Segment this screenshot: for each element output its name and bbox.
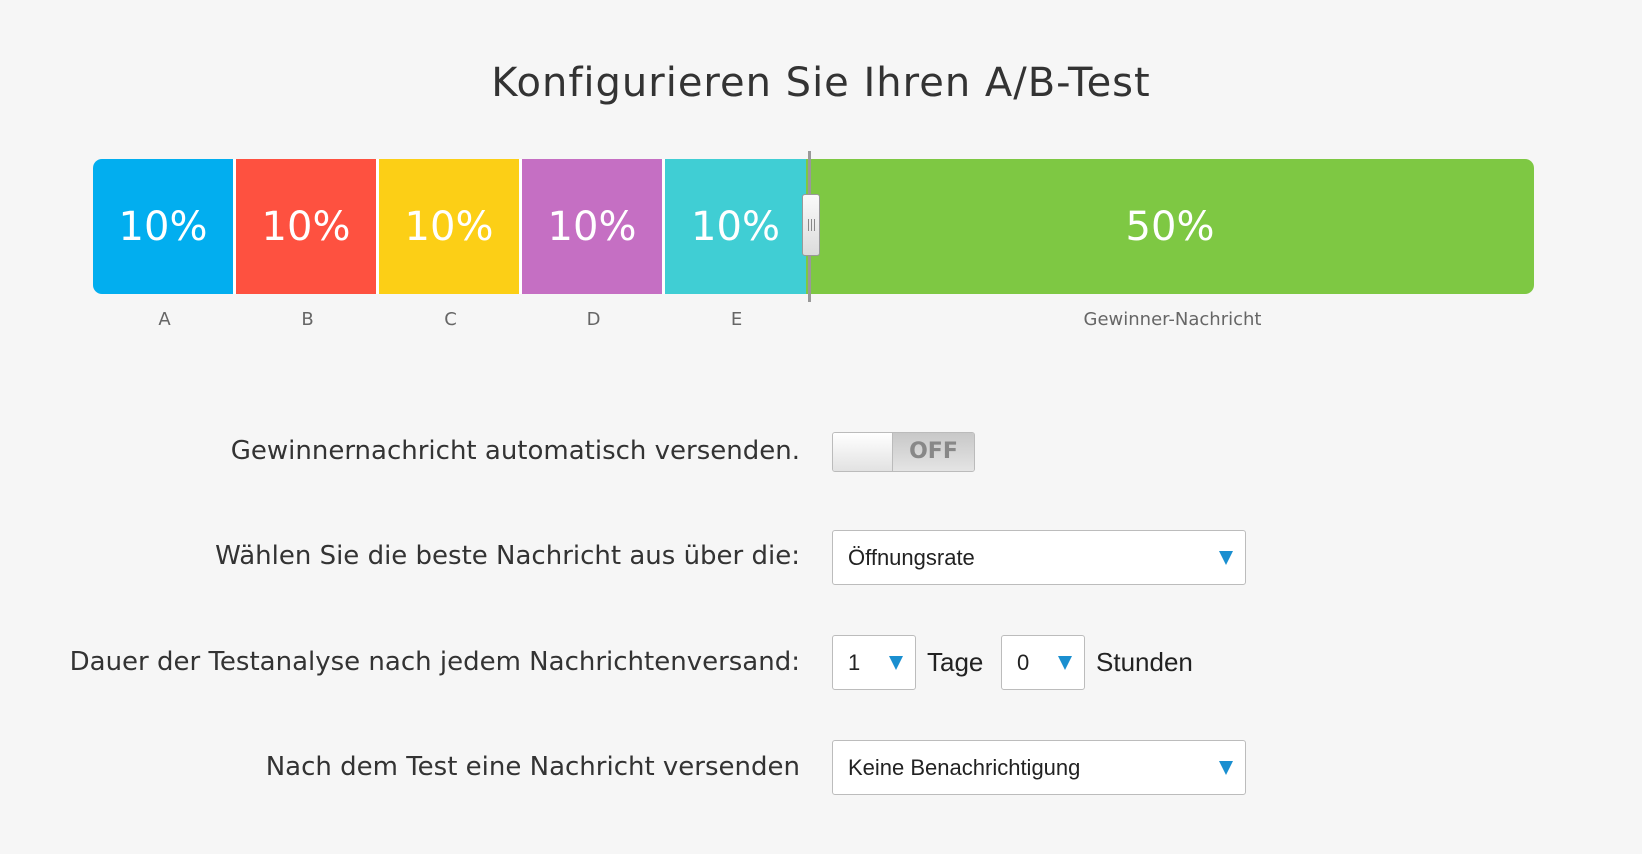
best-message-select[interactable]: Öffnungsrate — [832, 530, 1246, 585]
grip-icon — [807, 219, 815, 231]
dropdown-arrow-icon — [1219, 550, 1233, 565]
dropdown-arrow-icon — [1058, 655, 1072, 670]
toggle-state-text: OFF — [893, 433, 974, 471]
segment-b: 10% — [236, 159, 379, 294]
best-message-value: Öffnungsrate — [848, 544, 975, 570]
page-title: Konfigurieren Sie Ihren A/B-Test — [491, 60, 1151, 106]
hours-unit-label: Stunden — [1096, 647, 1193, 677]
segment-e: 10% — [665, 159, 806, 294]
auto-send-label: Gewinnernachricht automatisch versenden. — [230, 436, 800, 466]
segment-a: 10% — [93, 159, 236, 294]
duration-days-select[interactable]: 1 — [832, 635, 916, 690]
duration-days-value: 1 — [848, 649, 861, 675]
after-test-select[interactable]: Keine Benachrichtigung — [832, 740, 1246, 795]
duration-label: Dauer der Testanalyse nach jedem Nachric… — [69, 647, 800, 677]
segment-d: 10% — [522, 159, 665, 294]
dropdown-arrow-icon — [1219, 760, 1233, 775]
segment-label-winner: Gewinner-Nachricht — [1083, 309, 1262, 330]
duration-hours-value: 0 — [1017, 649, 1030, 675]
segment-label-e: E — [730, 309, 743, 330]
ab-split-bar: 10% 10% 10% 10% 10% 50% — [93, 159, 1534, 294]
segment-label-d: D — [586, 309, 601, 330]
segment-winner: 50% — [806, 159, 1534, 294]
split-drag-handle[interactable] — [802, 194, 820, 256]
dropdown-arrow-icon — [889, 655, 903, 670]
segment-label-c: C — [444, 309, 457, 330]
segment-c: 10% — [379, 159, 522, 294]
days-unit-label: Tage — [927, 647, 984, 677]
after-test-label: Nach dem Test eine Nachricht versenden — [265, 752, 800, 782]
duration-hours-select[interactable]: 0 — [1001, 635, 1085, 690]
toggle-knob — [833, 433, 893, 471]
segment-label-a: A — [158, 309, 171, 330]
auto-send-toggle[interactable]: OFF — [832, 432, 975, 472]
segment-label-b: B — [301, 309, 314, 330]
after-test-value: Keine Benachrichtigung — [848, 754, 1081, 780]
best-message-label: Wählen Sie die beste Nachricht aus über … — [215, 541, 800, 571]
